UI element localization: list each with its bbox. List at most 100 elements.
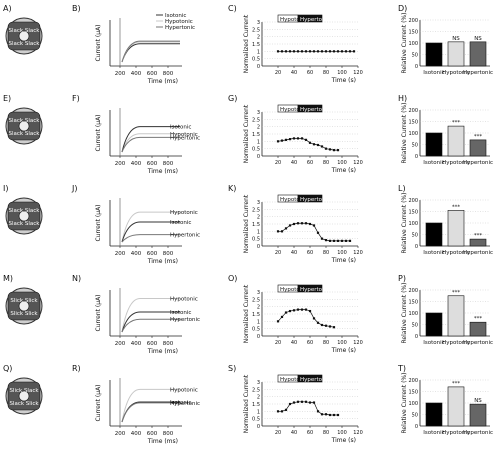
x-tick-label: 40	[291, 250, 297, 256]
data-point	[320, 323, 324, 327]
y-tick-label: 1	[257, 139, 260, 145]
y-tick-label: 0	[415, 154, 418, 160]
x-axis-label: Time (s)	[331, 167, 356, 174]
data-point	[280, 315, 284, 319]
data-point	[292, 222, 296, 226]
category-label: Hypotonic	[442, 250, 470, 256]
trace-label: Hypotonic	[170, 297, 198, 303]
data-point	[288, 402, 292, 406]
hypotonic-bar-label: Hypotonic	[280, 17, 308, 23]
x-tick-label: 40	[291, 70, 297, 76]
hypertonic-bar	[297, 374, 323, 383]
x-tick-label: 400	[131, 431, 142, 437]
bar	[469, 139, 487, 157]
y-tick-label: 150	[408, 300, 418, 306]
bar	[469, 403, 487, 427]
x-tick-label: 120	[353, 70, 363, 76]
data-point	[332, 326, 336, 329]
bar	[447, 41, 465, 67]
x-tick-label: 400	[131, 71, 142, 77]
x-tick-label: 800	[163, 431, 174, 437]
data-point	[316, 410, 320, 413]
data-point	[332, 50, 336, 53]
y-tick-label: 50	[412, 143, 418, 149]
y-tick-label: 3	[257, 290, 260, 296]
trace-label: Isotonic	[170, 310, 191, 316]
y-tick-label: 1	[257, 229, 260, 235]
category-label: Isotonic	[423, 160, 444, 166]
y-tick-label: 2	[257, 35, 260, 41]
data-point	[296, 308, 300, 311]
hypertonic-bar	[297, 14, 323, 23]
data-point	[340, 239, 344, 242]
hypertonic-bar	[297, 104, 323, 113]
current-trace	[121, 126, 180, 153]
x-tick-label: 60	[307, 250, 313, 256]
y-tick-label: 0.5	[252, 147, 260, 153]
panel-letter: S)	[228, 364, 236, 373]
bar	[447, 125, 465, 157]
x-tick-label: 20	[275, 430, 281, 436]
panel-letter: A)	[3, 4, 12, 13]
data-point	[296, 137, 300, 140]
y-tick-label: 2.5	[252, 297, 260, 303]
x-axis-label: Time (ms)	[147, 78, 178, 85]
current-trace	[121, 318, 180, 333]
x-tick-label: 400	[131, 341, 142, 347]
panel-letter: F)	[72, 94, 80, 103]
current-trace	[121, 388, 180, 423]
y-axis-label: Relative Current (%)	[401, 103, 408, 164]
y-axis-label: Current (µA)	[95, 384, 102, 421]
bar	[469, 321, 487, 337]
category-label: Hypotonic	[442, 160, 470, 166]
significance-label: NS	[474, 36, 482, 42]
significance-label: ***	[452, 204, 461, 210]
bar	[425, 42, 443, 67]
y-axis-label: Relative Current (%)	[401, 193, 408, 254]
current-trace	[121, 211, 180, 243]
data-point	[320, 145, 324, 148]
data-point	[320, 413, 324, 416]
y-axis-label: Normalized Current	[243, 194, 250, 253]
x-tick-label: 400	[131, 161, 142, 167]
category-label: Hypotonic	[442, 340, 470, 346]
data-point	[328, 50, 332, 53]
trace-label: Hypertonic	[170, 233, 200, 239]
data-point	[288, 309, 292, 313]
y-tick-label: 1	[257, 319, 260, 325]
y-axis-label: Current (µA)	[95, 204, 102, 241]
panel-letter: L)	[398, 184, 406, 193]
data-point	[276, 230, 280, 233]
pore-icon	[18, 210, 30, 222]
current-trace	[121, 311, 180, 333]
x-tick-label: 800	[163, 251, 174, 257]
y-axis-label: Current (µA)	[95, 24, 102, 61]
y-tick-label: 0.5	[252, 417, 260, 423]
trace-label: Hypertonic	[170, 317, 200, 323]
data-point	[300, 137, 304, 140]
y-tick-label: 0	[257, 334, 260, 340]
data-point	[296, 222, 300, 225]
current-trace	[121, 43, 180, 63]
x-tick-label: 120	[353, 430, 363, 436]
y-tick-label: 0.5	[252, 57, 260, 63]
data-point	[300, 222, 304, 225]
bar	[469, 238, 487, 247]
data-point	[300, 50, 304, 53]
trace-label: Hypertonic	[170, 401, 200, 407]
data-point	[344, 239, 348, 242]
y-tick-label: 0	[257, 154, 260, 160]
data-point	[328, 325, 332, 328]
hypotonic-bar-label: Hypotonic	[280, 377, 308, 383]
hypertonic-bar	[297, 194, 323, 203]
data-point	[280, 139, 284, 142]
data-point	[292, 50, 296, 53]
x-tick-label: 200	[115, 161, 126, 167]
subunit-label: Slack Slack	[9, 41, 41, 47]
category-label: Isotonic	[423, 70, 444, 76]
trace-label: Isotonic	[170, 400, 191, 406]
y-axis-label: Normalized Current	[243, 104, 250, 163]
x-axis-label: Time (ms)	[147, 168, 178, 175]
data-point	[324, 324, 328, 327]
x-tick-label: 600	[147, 161, 158, 167]
